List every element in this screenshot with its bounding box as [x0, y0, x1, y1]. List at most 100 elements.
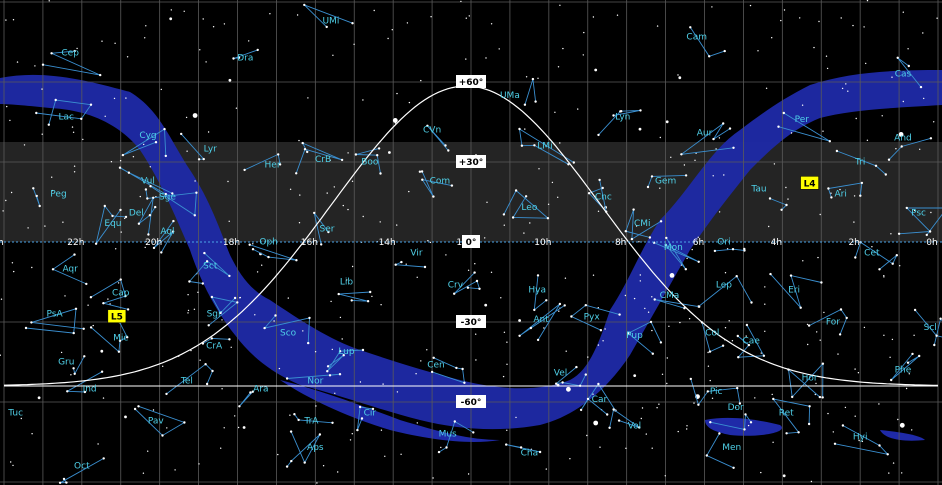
- constellation-label: Cet: [864, 248, 880, 258]
- star: [340, 158, 344, 162]
- star: [818, 20, 820, 23]
- star: [538, 450, 542, 454]
- star: [895, 254, 898, 257]
- star: [630, 237, 634, 241]
- star: [659, 341, 663, 344]
- star: [933, 121, 935, 123]
- star: [538, 168, 540, 170]
- star: [908, 373, 910, 375]
- star: [234, 415, 236, 417]
- star: [285, 377, 289, 380]
- constellation-figure: [609, 408, 640, 428]
- star: [658, 403, 660, 405]
- star: [392, 118, 398, 123]
- star: [826, 67, 829, 70]
- star: [939, 317, 942, 320]
- star: [602, 340, 604, 342]
- star: [728, 320, 730, 322]
- star: [686, 428, 688, 430]
- star: [420, 170, 424, 173]
- star: [711, 6, 713, 8]
- constellation-label: Aql: [160, 227, 174, 237]
- star: [666, 382, 668, 385]
- ra-label: 18h: [223, 238, 240, 248]
- star: [772, 397, 775, 401]
- star: [223, 427, 225, 429]
- star: [892, 462, 895, 464]
- star: [314, 351, 317, 353]
- star: [394, 122, 397, 124]
- star: [465, 17, 467, 19]
- star: [616, 14, 619, 16]
- constellation-figure: [59, 458, 104, 484]
- star: [586, 434, 588, 437]
- star: [785, 203, 788, 207]
- star: [193, 308, 196, 310]
- star: [502, 375, 505, 378]
- star: [664, 475, 666, 477]
- star: [354, 153, 358, 156]
- lagrange-point-tag[interactable]: L5: [107, 309, 127, 323]
- star: [518, 127, 521, 131]
- star: [929, 137, 933, 140]
- constellation-label: Pav: [148, 416, 165, 426]
- star: [723, 174, 725, 176]
- star: [529, 222, 531, 224]
- ra-label: 6h: [693, 238, 704, 248]
- dec-labels: +60° +30° 0° -30° -60°: [456, 75, 486, 408]
- constellation-label: Oct: [74, 462, 90, 472]
- star: [169, 17, 173, 21]
- star: [161, 434, 164, 437]
- star: [536, 274, 540, 277]
- constellation-label: Hor: [802, 374, 818, 384]
- star: [822, 130, 824, 132]
- star: [188, 280, 191, 283]
- star: [557, 66, 560, 68]
- star: [821, 362, 825, 365]
- star: [34, 65, 36, 67]
- star: [709, 421, 712, 424]
- star: [210, 295, 214, 299]
- star: [251, 248, 255, 251]
- star: [923, 97, 925, 100]
- star: [71, 126, 74, 128]
- dec-label-text: -60°: [461, 398, 482, 408]
- star: [293, 413, 296, 416]
- star: [743, 249, 746, 252]
- star: [500, 297, 502, 299]
- star: [478, 287, 481, 290]
- star: [718, 211, 721, 213]
- star: [883, 334, 885, 336]
- lagrange-point-tag[interactable]: L4: [800, 176, 819, 190]
- star: [871, 246, 873, 248]
- star: [51, 268, 55, 271]
- star: [144, 246, 146, 249]
- constellation-figure: [166, 363, 214, 395]
- star: [765, 87, 768, 90]
- star: [338, 373, 342, 376]
- star: [545, 299, 548, 302]
- constellation-label: Lac: [59, 112, 75, 122]
- star: [577, 108, 579, 110]
- star: [697, 260, 700, 263]
- star: [858, 439, 860, 442]
- star: [347, 152, 349, 154]
- star: [922, 32, 924, 34]
- star: [298, 139, 300, 142]
- star: [12, 464, 14, 467]
- star: [233, 296, 237, 300]
- dec-label-text: +60°: [459, 78, 484, 88]
- star: [72, 131, 75, 133]
- star: [564, 277, 567, 279]
- star: [163, 127, 166, 131]
- star: [780, 19, 782, 22]
- star: [152, 246, 156, 250]
- star: [669, 273, 675, 278]
- star: [277, 453, 279, 456]
- constellation-label: Com: [430, 176, 451, 186]
- star: [645, 433, 647, 435]
- star: [813, 46, 815, 49]
- star: [712, 137, 715, 141]
